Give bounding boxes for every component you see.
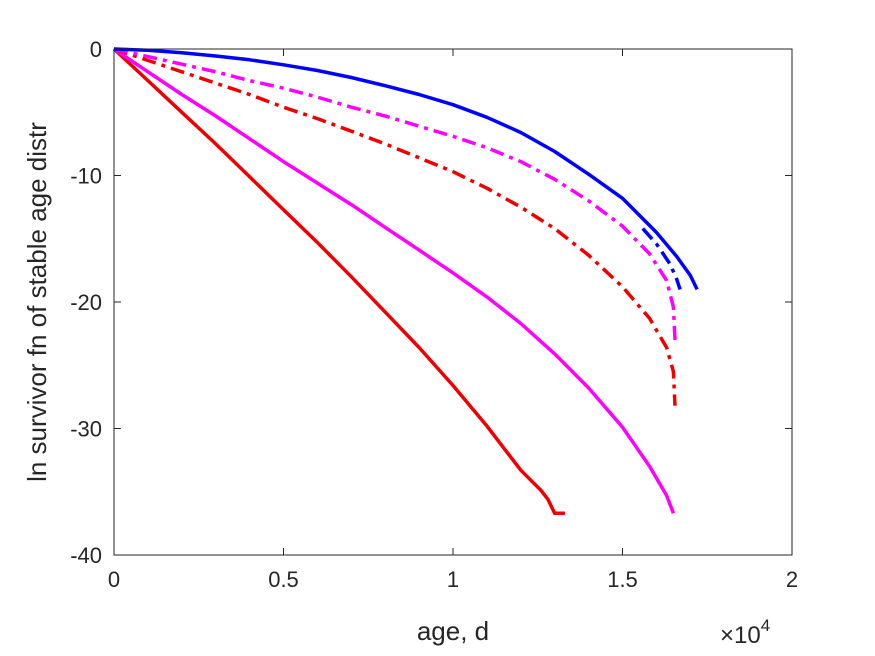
x-tick-label: 2	[786, 567, 798, 592]
series-line-2	[113, 47, 676, 514]
y-axis-label: ln survivor fn of stable age distr	[22, 122, 52, 482]
series-line-3	[113, 47, 677, 406]
x-axis-label: age, d	[417, 616, 489, 646]
plot-area	[114, 49, 792, 555]
tick-layer: 0 0.5 1 1.5 2 0 -10 -20 -30 -40	[70, 37, 798, 592]
series-line-6	[113, 47, 699, 291]
series-layer	[112, 47, 699, 516]
y-tick-label: -20	[70, 290, 102, 315]
y-tick-label: -30	[70, 417, 102, 442]
x-tick-label: 0	[108, 567, 120, 592]
x-exponent-power: 4	[761, 616, 770, 635]
series-line-4	[113, 47, 677, 340]
series-line-1	[112, 47, 565, 516]
x-tick-label: 0.5	[268, 567, 299, 592]
x-exponent-label: ×104	[720, 616, 770, 649]
x-tick-label: 1	[447, 567, 459, 592]
y-tick-label: -40	[70, 543, 102, 568]
y-tick-label: -10	[70, 164, 102, 189]
x-tick-label: 1.5	[607, 567, 638, 592]
series-line-5	[641, 227, 682, 290]
x-exponent-base: ×10	[720, 622, 761, 649]
y-tick-label: 0	[90, 37, 102, 62]
